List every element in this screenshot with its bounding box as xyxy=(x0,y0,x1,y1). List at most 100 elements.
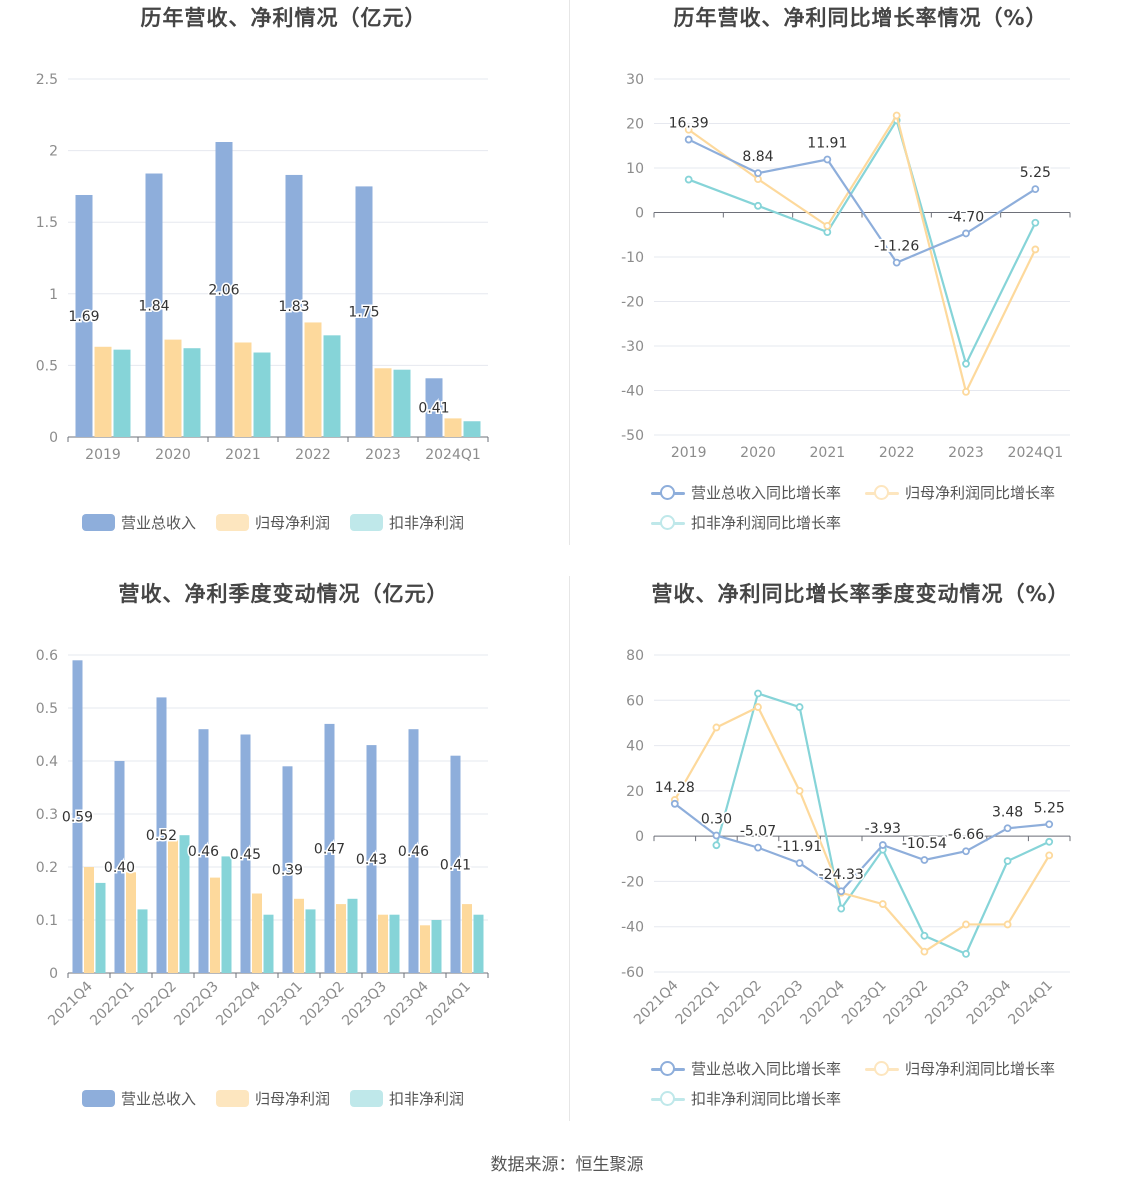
y-tick-label: 0 xyxy=(49,430,58,446)
legend-item-net-profit[interactable]: 归母净利润 xyxy=(216,1088,330,1109)
y-tick-label: 0.2 xyxy=(36,860,58,876)
data-label: 8.84 xyxy=(742,149,773,165)
annual-values-chart: 历年营收、净利情况（亿元） 0 0.5 1 1.5 2 2.5 2019 2020 2021 20… xyxy=(0,0,567,560)
bar-deducted-profit xyxy=(95,882,106,973)
legend-item-revenue[interactable]: 营业总收入 xyxy=(82,512,196,533)
x-tick-label: 2022 xyxy=(295,447,331,463)
x-tick-label: 2023 xyxy=(365,447,401,463)
series-point xyxy=(892,111,901,120)
x-tick-label: 2022Q1 xyxy=(673,978,724,1029)
series-point xyxy=(754,169,762,178)
series-line-deducted-profit xyxy=(688,117,1037,367)
bar-deducted-profit xyxy=(113,349,131,437)
data-label: 3.48 xyxy=(992,804,1023,820)
data-label: 1.83 xyxy=(278,299,309,315)
series-point xyxy=(754,703,762,711)
legend-item-deducted-profit[interactable]: 扣非净利润 xyxy=(350,1088,464,1109)
legend-item-revenue-growth[interactable]: 营业总收入同比增长率 xyxy=(651,1058,841,1079)
x-tick-label: 2023Q4 xyxy=(964,977,1015,1028)
y-tick-label: -30 xyxy=(621,339,644,355)
data-label: 0.45 xyxy=(230,847,261,863)
bar-deducted-profit xyxy=(263,914,274,973)
legend-item-deducted-profit[interactable]: 扣非净利润 xyxy=(350,512,464,533)
series-point xyxy=(878,841,887,849)
bar-net-profit xyxy=(164,339,182,437)
y-tick-label: 0.6 xyxy=(36,648,58,664)
divider-bottom xyxy=(569,576,570,1121)
legend-item-net-profit-growth[interactable]: 归母净利润同比增长率 xyxy=(865,482,1055,503)
series-point xyxy=(712,841,721,850)
bar-deducted-profit xyxy=(183,348,201,437)
quarterly-growth-chart: 营收、净利同比增长率季度变动情况（%） -60 -40 -20 0 20 40 60 80 20… xyxy=(567,576,1134,1136)
series-point xyxy=(1031,245,1040,254)
x-tick-label: 2023 xyxy=(948,445,984,461)
data-label: 14.28 xyxy=(655,780,695,796)
y-tick-label: 0 xyxy=(49,966,58,982)
y-tick-label: -50 xyxy=(621,428,644,444)
bar-revenue xyxy=(324,723,335,973)
bar-deducted-profit xyxy=(253,352,271,437)
bar-net-profit xyxy=(234,342,252,437)
series-point xyxy=(962,847,970,856)
bar-net-profit xyxy=(294,898,304,973)
legend-item-deducted-profit-growth[interactable]: 扣非净利润同比增长率 xyxy=(651,1088,841,1109)
bar-revenue xyxy=(285,174,303,437)
legend-label: 归母净利润同比增长率 xyxy=(905,484,1056,502)
x-tick-label: 2022Q1 xyxy=(87,979,138,1030)
bar-revenue xyxy=(240,734,251,973)
bar-deducted-profit xyxy=(463,421,481,437)
x-tick-label: 2020 xyxy=(155,447,191,463)
legend-item-net-profit[interactable]: 归母净利润 xyxy=(216,512,330,533)
bar-deducted-profit xyxy=(389,914,400,973)
y-tick-label: -20 xyxy=(621,874,644,890)
bar-revenue xyxy=(145,173,163,437)
chart-title: 营收、净利同比增长率季度变动情况（%） xyxy=(651,582,1070,606)
series-point xyxy=(712,723,721,732)
series-point xyxy=(1045,820,1054,829)
y-tick-label: -60 xyxy=(621,965,644,981)
series-point xyxy=(1003,920,1012,929)
bar-deducted-profit xyxy=(347,898,358,973)
y-tick-label: 20 xyxy=(626,117,644,133)
y-tick-label: -10 xyxy=(621,250,644,266)
legend-item-deducted-profit-growth[interactable]: 扣非净利润同比增长率 xyxy=(651,512,841,533)
y-tick-label: 0.1 xyxy=(36,913,58,929)
quarterly-growth-plot: -60-40-200204060802021Q42022Q12022Q22022… xyxy=(621,648,1071,1029)
data-label: 0.41 xyxy=(440,857,471,873)
series-point xyxy=(823,221,832,230)
data-label: -10.54 xyxy=(902,836,947,852)
y-tick-label: 1 xyxy=(49,287,58,303)
bar-revenue xyxy=(282,766,293,973)
bar-net-profit xyxy=(210,877,220,973)
y-tick-label: 0 xyxy=(635,829,644,845)
x-tick-label: 2023Q3 xyxy=(339,979,390,1030)
series-point xyxy=(920,856,929,864)
divider-top xyxy=(569,0,570,545)
legend-item-revenue-growth[interactable]: 营业总收入同比增长率 xyxy=(651,482,841,503)
data-label: -5.07 xyxy=(740,824,776,840)
bar-revenue xyxy=(114,761,125,973)
annual-growth-chart: 历年营收、净利同比增长率情况（%） -50 -40 -30 -20 -10 0 10 20 30… xyxy=(567,0,1134,560)
series-point xyxy=(1045,851,1054,860)
data-label: 5.25 xyxy=(1034,800,1065,816)
data-label: 11.91 xyxy=(807,136,847,152)
y-tick-label: 20 xyxy=(626,784,644,800)
legend-item-revenue[interactable]: 营业总收入 xyxy=(82,1088,196,1109)
y-tick-label: -40 xyxy=(621,384,644,400)
data-label: -6.66 xyxy=(948,827,984,843)
bar-net-profit xyxy=(94,346,112,437)
chart-title: 营收、净利季度变动情况（亿元） xyxy=(118,582,449,606)
series-point xyxy=(1045,837,1054,846)
y-tick-label: 0.4 xyxy=(36,754,58,770)
bar-net-profit xyxy=(462,904,472,973)
legend-label: 营业总收入 xyxy=(121,514,197,532)
series-point xyxy=(878,900,887,908)
data-label: 1.84 xyxy=(138,298,169,314)
data-label: -11.26 xyxy=(874,239,919,255)
annual-growth-plot: -50 -40 -30 -20 -10 0 10 20 30 2019 2020 2021 2022 20… xyxy=(621,72,1071,461)
bar-revenue xyxy=(408,729,419,973)
x-tick-label: 2023Q1 xyxy=(255,979,306,1030)
x-tick-label: 2022Q4 xyxy=(213,978,264,1029)
legend-item-net-profit-growth[interactable]: 归母净利润同比增长率 xyxy=(865,1058,1055,1079)
series-line-net-profit xyxy=(673,705,1051,954)
